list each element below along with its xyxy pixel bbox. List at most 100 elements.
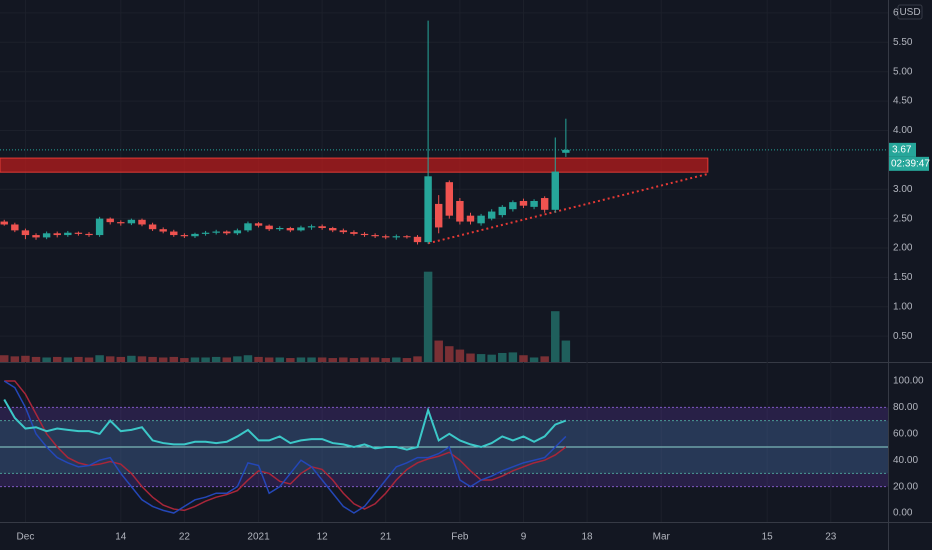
- volume-bar: [498, 352, 507, 362]
- countdown-label: 02:39:47: [891, 158, 930, 169]
- y-tick-label: 2.50: [893, 213, 913, 224]
- osc-tick-label: 100.00: [893, 376, 924, 387]
- currency-box[interactable]: [897, 4, 923, 20]
- candle-body: [127, 219, 136, 224]
- volume-bar: [487, 354, 496, 362]
- volume-bar: [423, 271, 433, 362]
- volume-bar: [317, 357, 327, 362]
- volume-bar: [307, 357, 316, 362]
- candle-body: [180, 235, 189, 237]
- candle-body: [329, 228, 337, 231]
- candle-body: [64, 232, 72, 236]
- candle-body: [244, 223, 252, 231]
- y-tick-label: 4.00: [893, 125, 913, 136]
- volume-bar: [455, 349, 465, 362]
- candle-body: [403, 236, 411, 238]
- volume-bar: [339, 357, 348, 362]
- volume-bar: [84, 357, 94, 362]
- y-tick-label: 5.00: [893, 66, 913, 77]
- volume-bar: [476, 354, 486, 362]
- volume-bar: [243, 355, 253, 362]
- volume-bar: [434, 340, 443, 362]
- volume-bar: [286, 358, 295, 362]
- volume-bar: [127, 355, 136, 362]
- price-tag: [889, 142, 916, 157]
- volume-bar: [211, 356, 221, 362]
- osc-line: [3, 380, 567, 514]
- volume-bar: [74, 356, 83, 362]
- candle-body: [265, 225, 273, 230]
- candle-body: [519, 200, 528, 206]
- volume-bar: [105, 356, 115, 362]
- candle-body: [424, 176, 432, 243]
- volume-bar: [10, 356, 20, 362]
- volume-bar: [21, 355, 30, 362]
- volume-bar: [370, 357, 380, 362]
- volume-bar: [349, 358, 359, 362]
- volume-bar: [95, 355, 104, 362]
- y-tick-label: 5.50: [893, 37, 913, 48]
- candle-body: [445, 182, 454, 216]
- candle-body: [413, 236, 422, 243]
- candle-body: [201, 232, 210, 234]
- candle-body: [117, 222, 125, 224]
- volume-bar: [158, 357, 168, 362]
- volume-bar: [148, 356, 157, 362]
- candle-body: [392, 236, 401, 238]
- candle-body: [360, 233, 369, 236]
- candle-body: [95, 218, 104, 236]
- volume-bar: [42, 357, 51, 362]
- volume-bar: [540, 356, 549, 362]
- candle-body: [498, 206, 506, 216]
- volume-bar: [0, 355, 9, 362]
- x-tick-label: 23: [825, 532, 837, 543]
- candle-body: [350, 232, 358, 234]
- y-tick-label: 3.00: [893, 184, 913, 195]
- candle-body: [85, 233, 93, 236]
- x-tick-label: 14: [115, 532, 127, 543]
- y-tick-label: 0.50: [893, 331, 913, 342]
- volume-bar: [466, 353, 475, 362]
- candle-body: [318, 226, 326, 229]
- volume-bar: [551, 311, 560, 362]
- candle-body: [11, 224, 19, 231]
- candle-body: [339, 230, 348, 233]
- y-tick-label: 4.50: [893, 96, 913, 107]
- osc-tick-label: 40.00: [893, 455, 918, 466]
- candle-body: [276, 228, 284, 230]
- candle-body: [223, 231, 231, 234]
- x-tick-label: 15: [762, 532, 774, 543]
- osc-tick-label: 0.00: [893, 508, 913, 519]
- volume-bar: [328, 358, 337, 362]
- x-tick-label: Mar: [653, 532, 671, 543]
- candle-body: [509, 202, 517, 210]
- candle-body: [297, 227, 305, 231]
- candle-body: [434, 203, 443, 228]
- x-tick-label: 18: [581, 532, 593, 543]
- candle-body: [148, 224, 157, 230]
- osc-tick-label: 80.00: [893, 402, 918, 413]
- volume-bar: [508, 352, 518, 362]
- volume-bar: [190, 357, 200, 362]
- countdown-tag: [889, 156, 929, 171]
- candle-body: [32, 235, 40, 238]
- x-tick-label: Feb: [451, 532, 469, 543]
- candle-body: [487, 211, 496, 219]
- volume-bar: [275, 357, 284, 362]
- candle-body: [0, 221, 8, 225]
- resistance-zone: [0, 157, 709, 173]
- candle-body: [21, 230, 30, 236]
- trendline: [427, 172, 709, 245]
- volume-bar: [52, 356, 62, 362]
- candle-body: [286, 228, 295, 231]
- candle-body: [74, 232, 83, 234]
- candle-body: [106, 218, 114, 223]
- volume-bar: [264, 357, 274, 362]
- osc-tick-label: 60.00: [893, 428, 918, 439]
- y-tick-label: 1.50: [893, 272, 913, 283]
- volume-bar: [233, 356, 242, 362]
- volume-bar: [201, 357, 210, 362]
- candle-body: [233, 230, 242, 234]
